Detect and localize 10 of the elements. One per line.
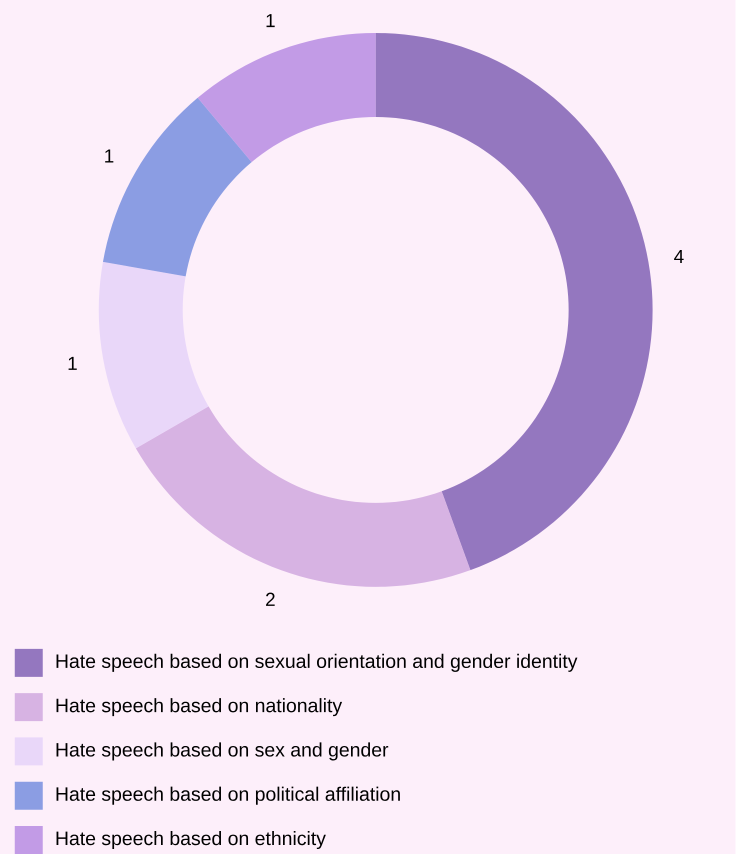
data-label: 4 [674,250,684,263]
legend-label: Hate speech based on ethnicity [56,830,326,850]
data-label: 1 [68,356,77,370]
data-label: 1 [105,149,114,162]
legend-label: Hate speech based on sexual orientation and gender identity [56,654,578,672]
data-label: 2 [266,592,275,606]
legend-label: Hate speech based on sex and gender [56,742,388,760]
legend-label: Hate speech based on nationality [56,698,342,716]
data-label: 1 [266,14,275,28]
legend-label: Hate speech based on political affiliation [56,786,400,805]
